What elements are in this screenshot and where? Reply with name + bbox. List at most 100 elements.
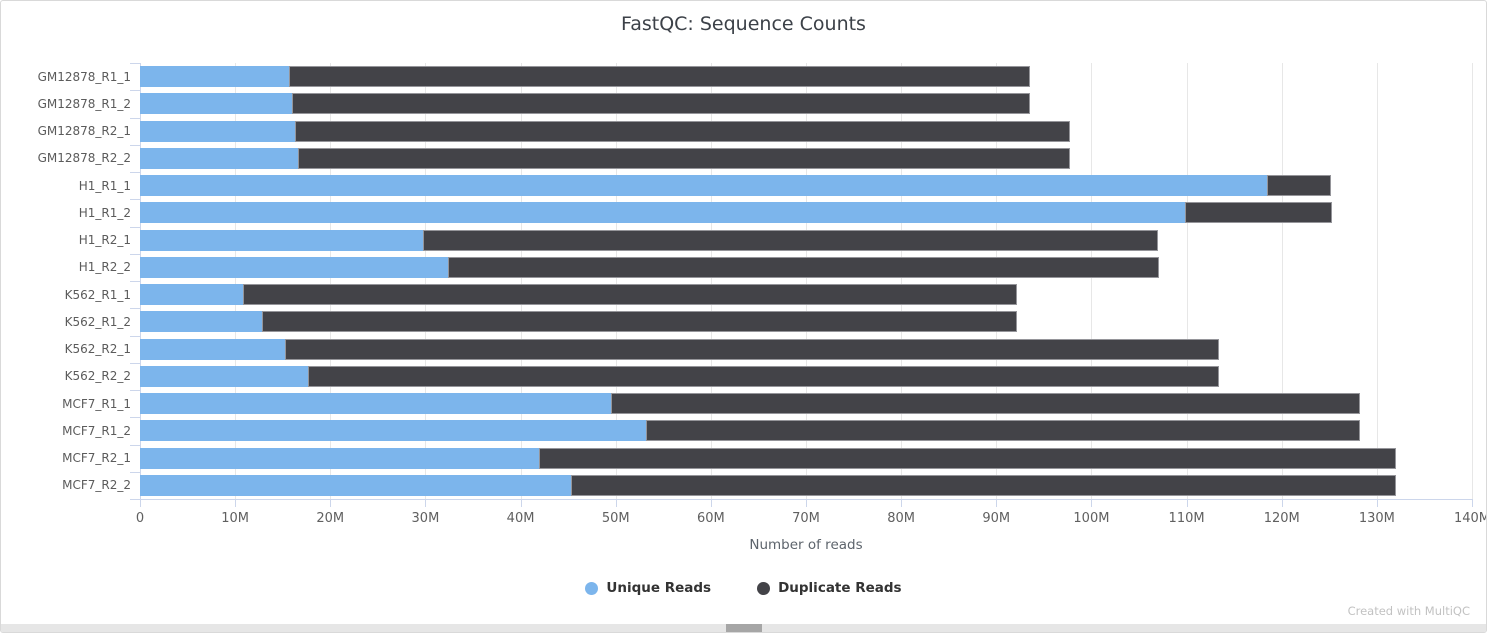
bar-row [140,93,1472,115]
x-axis-tick [806,499,807,507]
bar-row [140,284,1472,306]
x-axis-tick [996,499,998,507]
legend-label: Duplicate Reads [778,580,902,596]
bar-row [140,393,1472,415]
gridline [806,63,807,499]
bar-segment-unique-reads[interactable] [140,311,262,333]
x-axis-tick [235,499,237,507]
x-axis-tick [710,499,712,507]
y-axis-tick [130,172,140,173]
resize-handle[interactable] [725,624,762,632]
x-axis-tick [1281,499,1283,507]
x-axis-tick [901,499,903,507]
x-axis-tick-label: 130M [1358,511,1395,526]
x-axis-tick-label: 50M [601,511,630,526]
x-axis-tick [520,499,522,507]
x-axis-tick [615,499,617,507]
bar-segment-unique-reads[interactable] [140,393,611,415]
x-axis-tick-label: 30M [411,511,440,526]
bar-segment-duplicate-reads[interactable] [646,420,1360,442]
y-axis-tick [130,199,140,201]
bar-row [140,311,1472,333]
bar-row [140,120,1472,142]
bar-segment-duplicate-reads[interactable] [295,120,1070,142]
y-axis-category-label: H1_R1_2 [78,205,131,220]
y-axis-category-label: K562_R1_2 [64,314,131,329]
bar-segment-duplicate-reads[interactable] [308,365,1219,387]
y-axis-line [140,63,141,499]
bar-segment-unique-reads[interactable] [140,229,423,251]
bar-segment-duplicate-reads[interactable] [289,66,1030,88]
x-axis-tick [425,499,427,507]
y-axis-category-label: GM12878_R1_2 [37,96,131,111]
y-axis-category-label: GM12878_R1_1 [37,69,131,84]
bar-segment-duplicate-reads[interactable] [570,474,1396,496]
gridline [1186,63,1188,499]
y-axis-tick [130,362,140,364]
bar-segment-duplicate-reads[interactable] [284,338,1219,360]
y-axis-tick [130,226,140,228]
bar-segment-duplicate-reads[interactable] [1267,175,1332,197]
gridline [1091,63,1093,499]
gridline [1281,63,1283,499]
bar-segment-unique-reads[interactable] [140,147,298,169]
legend-item-unique-reads[interactable]: Unique Reads [585,580,711,596]
y-axis-category-label: MCF7_R1_2 [62,423,131,438]
bar-segment-unique-reads[interactable] [140,120,296,142]
bar-segment-duplicate-reads[interactable] [1184,202,1333,224]
bar-segment-unique-reads[interactable] [140,202,1185,224]
bar-segment-duplicate-reads[interactable] [448,256,1159,278]
chart-title: FastQC: Sequence Counts [621,13,866,35]
bar-row [140,338,1472,360]
bar-segment-unique-reads[interactable] [140,474,571,496]
y-axis-tick [130,390,140,391]
y-axis-category-label: K562_R1_1 [64,287,131,302]
legend: Unique Reads Duplicate Reads [1,580,1486,596]
legend-item-duplicate-reads[interactable]: Duplicate Reads [757,580,902,596]
bar-segment-duplicate-reads[interactable] [297,147,1070,169]
gridline [1472,63,1473,499]
bar-segment-unique-reads[interactable] [140,66,290,88]
bar-segment-unique-reads[interactable] [140,447,539,469]
bar-segment-unique-reads[interactable] [140,338,285,360]
bar-segment-unique-reads[interactable] [140,284,243,306]
bar-segment-duplicate-reads[interactable] [292,93,1030,115]
y-axis-category-label: GM12878_R2_2 [37,151,131,166]
y-axis-tick [130,444,140,446]
x-axis-title: Number of reads [749,537,863,553]
y-axis-category-label: H1_R2_1 [78,233,131,248]
bar-row [140,474,1472,496]
gridline [330,63,332,499]
bar-row [140,202,1472,224]
y-axis-tick [130,253,140,255]
bar-segment-unique-reads[interactable] [140,420,647,442]
gridline [425,63,427,499]
gridline [710,63,712,499]
bottom-strip [1,624,1486,632]
bar-row [140,147,1472,169]
gridline [996,63,998,499]
plot-area [140,63,1473,500]
x-axis-tick [1091,499,1093,507]
bar-segment-duplicate-reads[interactable] [261,311,1018,333]
y-axis-tick [130,335,140,337]
bar-segment-duplicate-reads[interactable] [242,284,1018,306]
bar-segment-unique-reads[interactable] [140,93,293,115]
bar-segment-duplicate-reads[interactable] [538,447,1396,469]
bar-segment-duplicate-reads[interactable] [422,229,1159,251]
x-axis-tick [1472,499,1473,507]
y-axis-category-label: K562_R2_1 [64,342,131,357]
bar-segment-unique-reads[interactable] [140,365,309,387]
x-axis-tick-label: 120M [1263,511,1300,526]
gridline [615,63,617,499]
bar-segment-unique-reads[interactable] [140,256,449,278]
y-axis-tick [130,63,140,64]
x-axis-tick-label: 10M [221,511,250,526]
bar-segment-duplicate-reads[interactable] [610,393,1360,415]
y-axis-tick [130,471,140,473]
x-axis-tick-label: 140M [1453,511,1487,526]
y-axis-tick [130,281,140,282]
gridline [520,63,522,499]
bar-segment-unique-reads[interactable] [140,175,1268,197]
gridline [901,63,903,499]
